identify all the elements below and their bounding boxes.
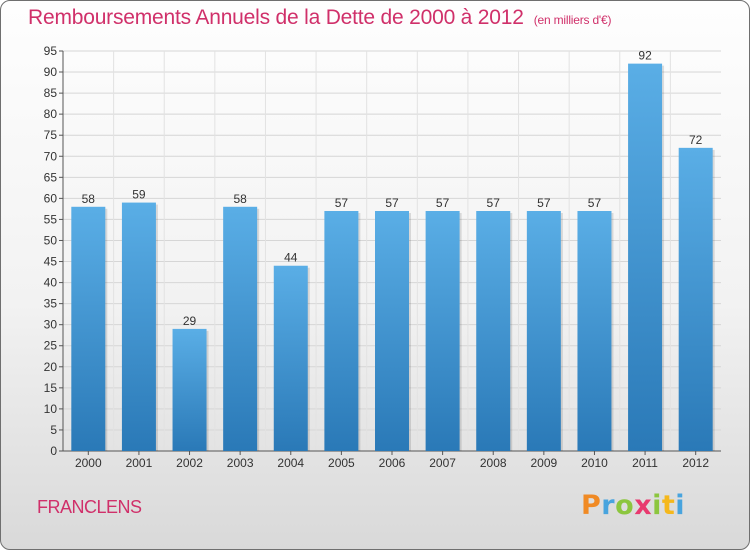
bar-2009 xyxy=(526,211,561,451)
y-tick-label: 50 xyxy=(44,233,58,247)
y-tick-label: 15 xyxy=(44,381,58,395)
y-tick-label: 40 xyxy=(44,276,58,290)
bar-2004 xyxy=(273,265,308,451)
y-tick-label: 95 xyxy=(44,44,58,58)
y-tick-label: 85 xyxy=(44,86,58,100)
data-label: 92 xyxy=(638,49,652,63)
x-tick-label: 2007 xyxy=(429,456,456,470)
proxiti-logo: Proxiti xyxy=(581,490,686,521)
x-tick-label: 2000 xyxy=(75,456,102,470)
data-label: 58 xyxy=(233,192,247,206)
data-label: 57 xyxy=(385,196,399,210)
data-label: 58 xyxy=(82,192,96,206)
data-label: 57 xyxy=(537,196,551,210)
bar-2011 xyxy=(628,63,663,451)
x-tick-label: 2011 xyxy=(632,456,658,470)
bar-2003 xyxy=(223,206,258,451)
data-labels: 58 59 29 58 44 57 57 57 57 57 57 92 72 xyxy=(82,49,703,328)
bar-2001 xyxy=(121,202,156,451)
x-tick-label: 2005 xyxy=(328,456,355,470)
town-name: FRANCLENS xyxy=(37,497,142,517)
bar-2005 xyxy=(324,211,359,451)
y-tick-label: 65 xyxy=(44,170,58,184)
title-text: Remboursements Annuels de la Dette de 20… xyxy=(28,6,524,29)
x-tick-label: 2002 xyxy=(176,456,203,470)
bar-2008 xyxy=(476,211,511,451)
bar-2007 xyxy=(425,211,460,451)
y-tick-label: 90 xyxy=(44,65,58,79)
y-tick-label: 75 xyxy=(44,128,58,142)
x-tick-label: 2012 xyxy=(682,456,709,470)
bar-2000 xyxy=(71,206,106,451)
bars xyxy=(71,63,715,451)
data-label: 59 xyxy=(132,188,146,202)
y-tick-label: 0 xyxy=(50,444,57,458)
unit-note: (en milliers d'€) xyxy=(533,13,612,27)
data-label: 29 xyxy=(183,314,197,328)
bar-2012 xyxy=(678,147,713,451)
y-tick-label: 5 xyxy=(50,423,57,437)
x-tick-label: 2010 xyxy=(581,456,608,470)
x-tick-label: 2001 xyxy=(126,456,153,470)
x-tick-label: 2003 xyxy=(227,456,254,470)
y-tick-label: 60 xyxy=(44,191,58,205)
data-label: 57 xyxy=(436,196,450,210)
y-tick-label: 55 xyxy=(44,212,58,226)
x-tick-label: 2004 xyxy=(277,456,304,470)
data-label: 57 xyxy=(487,196,501,210)
x-tick-label: 2009 xyxy=(530,456,557,470)
y-tick-label: 45 xyxy=(44,255,58,269)
bar-2006 xyxy=(375,211,409,451)
bar-2010 xyxy=(577,211,612,451)
y-tick-label: 10 xyxy=(44,402,58,416)
x-tick-label: 2006 xyxy=(379,456,406,470)
data-label: 57 xyxy=(335,196,349,210)
y-tick-label: 20 xyxy=(44,360,58,374)
y-tick-label: 80 xyxy=(44,107,58,121)
chart-title: Remboursements Annuels de la Dette de 20… xyxy=(28,6,611,30)
data-label: 72 xyxy=(689,133,703,147)
y-tick-label: 35 xyxy=(44,297,58,311)
data-label: 44 xyxy=(284,251,298,265)
y-tick-label: 30 xyxy=(44,318,58,332)
bar-2002 xyxy=(172,328,207,451)
y-tick-label: 70 xyxy=(44,149,58,163)
x-tick-label: 2008 xyxy=(480,456,507,470)
data-label: 57 xyxy=(588,196,602,210)
y-tick-label: 25 xyxy=(44,339,58,353)
